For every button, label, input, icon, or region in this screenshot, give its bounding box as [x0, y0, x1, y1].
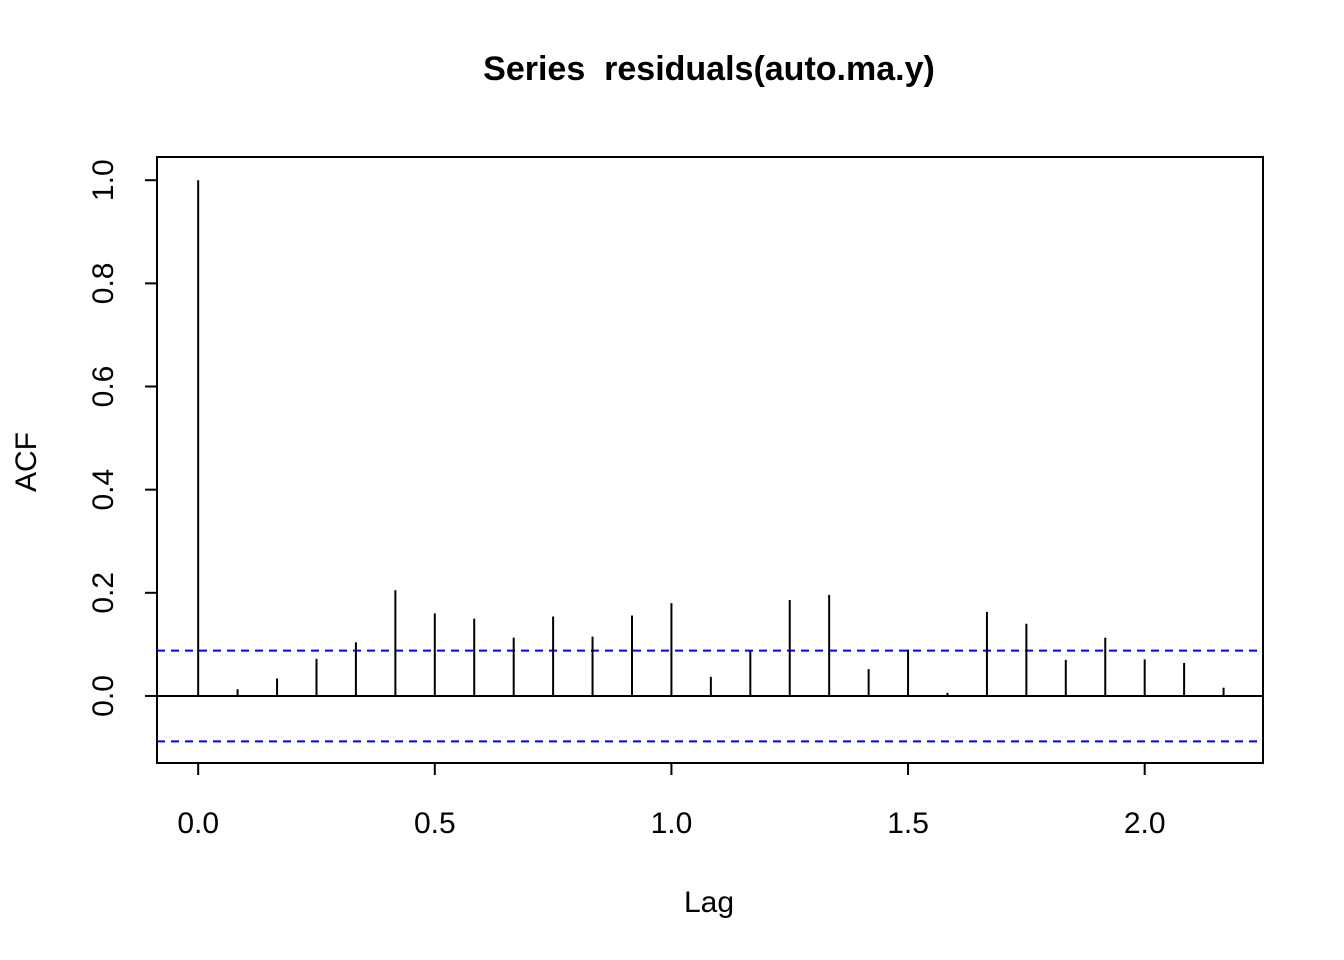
x-tick-label: 0.0 — [177, 807, 219, 840]
x-tick-label: 1.0 — [651, 807, 693, 840]
y-tick-label: 0.4 — [87, 469, 120, 511]
x-axis-label: Lag — [684, 886, 734, 919]
y-axis: 0.0 0.2 0.4 0.6 0.8 1.0 — [87, 159, 158, 717]
y-axis-label: ACF — [10, 432, 43, 492]
y-tick-label: 0.6 — [87, 366, 120, 408]
chart-title: Series residuals(auto.ma.y) — [483, 50, 935, 88]
confidence-bounds — [157, 649, 1263, 743]
x-tick-label: 1.5 — [887, 807, 929, 840]
x-tick-label: 2.0 — [1124, 807, 1166, 840]
y-tick-label: 1.0 — [87, 159, 120, 201]
x-axis: 0.0 0.5 1.0 1.5 2.0 — [177, 762, 1166, 840]
y-tick-label: 0.8 — [87, 262, 120, 304]
y-tick-label: 0.2 — [87, 572, 120, 614]
acf-bars — [197, 180, 1225, 696]
x-tick-label: 0.5 — [414, 807, 456, 840]
plot-frame — [156, 156, 1264, 764]
y-tick-label: 0.0 — [87, 675, 120, 717]
